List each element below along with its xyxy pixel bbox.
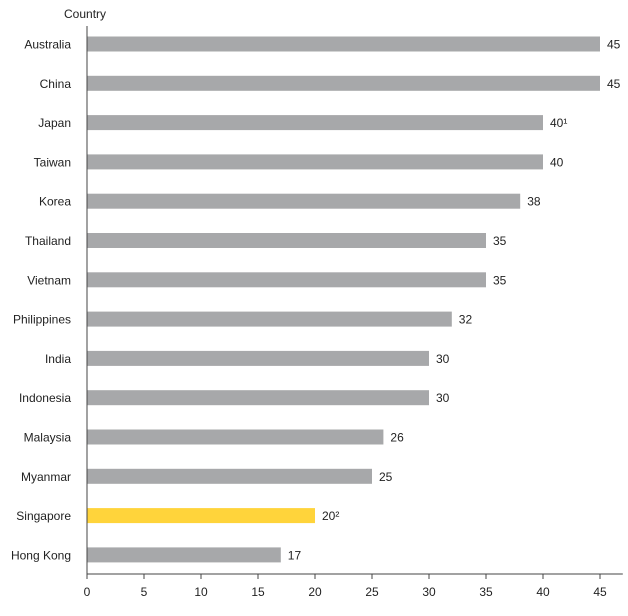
bar-india bbox=[87, 350, 429, 366]
category-label-indonesia: Indonesia bbox=[19, 391, 71, 405]
value-label-singapore: 20² bbox=[322, 509, 339, 523]
category-label-australia: Australia bbox=[24, 38, 71, 52]
bar-taiwan bbox=[87, 154, 543, 170]
bar-thailand bbox=[87, 233, 486, 248]
category-label-korea: Korea bbox=[39, 195, 71, 209]
bar-indonesia bbox=[87, 390, 429, 406]
x-tick-label-45: 45 bbox=[593, 585, 607, 599]
x-tick-label-15: 15 bbox=[251, 585, 265, 599]
value-labels-group: 45 45 40¹ 40 38 35 35 32 30 30 26 25 20² 17 bbox=[288, 38, 621, 563]
category-label-china: China bbox=[40, 77, 72, 91]
value-label-vietnam: 35 bbox=[493, 273, 507, 287]
value-label-philippines: 32 bbox=[459, 313, 473, 327]
category-label-philippines: Philippines bbox=[13, 313, 71, 327]
x-tick-label-35: 35 bbox=[479, 585, 493, 599]
bar-myanmar bbox=[87, 468, 372, 484]
value-label-japan: 40¹ bbox=[550, 116, 567, 130]
value-label-malaysia: 26 bbox=[390, 431, 404, 445]
value-label-hong-kong: 17 bbox=[288, 548, 302, 562]
category-label-hong-kong: Hong Kong bbox=[11, 548, 71, 562]
x-tick-label-40: 40 bbox=[536, 585, 550, 599]
category-label-malaysia: Malaysia bbox=[24, 431, 72, 445]
value-label-myanmar: 25 bbox=[379, 470, 393, 484]
value-label-korea: 38 bbox=[527, 195, 541, 209]
bar-korea bbox=[87, 193, 521, 209]
value-label-indonesia: 30 bbox=[436, 391, 450, 405]
value-label-china: 45 bbox=[607, 77, 621, 91]
category-label-myanmar: Myanmar bbox=[21, 470, 71, 484]
y-axis-title: Country bbox=[64, 7, 106, 21]
bar-singapore bbox=[87, 508, 315, 524]
x-tick-label-0: 0 bbox=[84, 585, 91, 599]
bar-malaysia bbox=[87, 429, 384, 445]
value-label-australia: 45 bbox=[607, 38, 621, 52]
category-label-taiwan: Taiwan bbox=[34, 155, 71, 169]
x-tick-label-10: 10 bbox=[194, 585, 208, 599]
category-label-vietnam: Vietnam bbox=[27, 273, 71, 287]
bar-japan bbox=[87, 115, 543, 131]
bar-china bbox=[87, 75, 600, 91]
value-label-india: 30 bbox=[436, 352, 450, 366]
x-tick-label-25: 25 bbox=[365, 585, 379, 599]
bar-vietnam bbox=[87, 272, 486, 288]
bars-group bbox=[87, 36, 600, 563]
x-ticks-group: 0 5 10 15 20 25 30 35 40 45 bbox=[84, 574, 607, 599]
value-label-thailand: 35 bbox=[493, 234, 507, 248]
category-label-japan: Japan bbox=[38, 116, 71, 130]
category-label-singapore: Singapore bbox=[16, 509, 71, 523]
bar-australia bbox=[87, 36, 600, 52]
category-label-thailand: Thailand bbox=[25, 234, 71, 248]
category-label-india: India bbox=[45, 352, 71, 366]
category-labels-group: Australia China Japan Taiwan Korea Thailand Vi… bbox=[11, 38, 71, 563]
x-tick-label-30: 30 bbox=[422, 585, 436, 599]
x-tick-label-5: 5 bbox=[141, 585, 148, 599]
bar-philippines bbox=[87, 311, 452, 327]
bar-hong-kong bbox=[87, 547, 281, 563]
x-tick-label-20: 20 bbox=[308, 585, 322, 599]
value-label-taiwan: 40 bbox=[550, 155, 564, 169]
